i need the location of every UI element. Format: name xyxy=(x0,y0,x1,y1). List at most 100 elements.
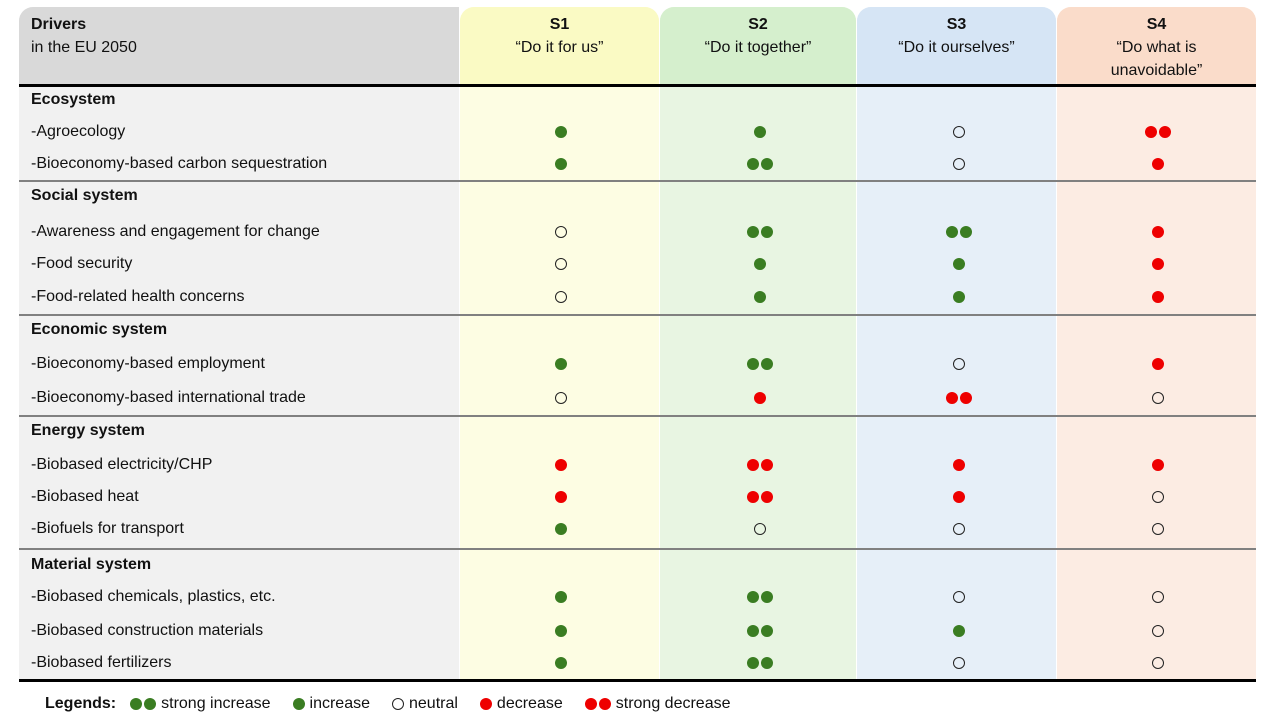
driver-label: -Awareness and engagement for change xyxy=(31,223,320,240)
impact-cell-s4 xyxy=(1128,157,1188,171)
green-dot-icon xyxy=(761,657,773,669)
impact-cell-s1 xyxy=(531,125,591,139)
impact-cell-s4 xyxy=(1128,125,1188,139)
hollow-dot-icon xyxy=(555,226,567,238)
impact-cell-s4 xyxy=(1128,458,1188,472)
impact-cell-s4 xyxy=(1128,290,1188,304)
impact-cell-s1 xyxy=(531,490,591,504)
impact-cell-s3 xyxy=(929,458,989,472)
legend-text: strong increase xyxy=(161,695,271,712)
driver-label: -Biobased construction materials xyxy=(31,622,264,639)
driver-label: -Biofuels for transport xyxy=(31,520,184,537)
green-dot-icon xyxy=(946,226,958,238)
impact-cell-s2 xyxy=(730,590,790,604)
red-dot-icon xyxy=(761,459,773,471)
green-dot-icon xyxy=(555,158,567,170)
driver-label: -Bioeconomy-based international trade xyxy=(31,389,306,406)
impact-cell-s4 xyxy=(1128,490,1188,504)
hollow-dot-icon xyxy=(1152,523,1164,535)
driver-label: -Biobased chemicals, plastics, etc. xyxy=(31,588,276,605)
driver-label: -Food security xyxy=(31,255,133,272)
red-dot-icon xyxy=(479,698,492,710)
hollow-dot-icon xyxy=(953,657,965,669)
green-dot-icon xyxy=(953,625,965,637)
impact-cell-s1 xyxy=(531,656,591,670)
impact-cell-s4 xyxy=(1128,225,1188,239)
impact-cell-s4 xyxy=(1128,656,1188,670)
red-dot-icon xyxy=(761,491,773,503)
green-dot-icon xyxy=(747,158,759,170)
impact-cell-s4 xyxy=(1128,257,1188,271)
impact-cell-s4 xyxy=(1128,590,1188,604)
driver-label: -Biobased heat xyxy=(31,488,139,505)
hollow-dot-icon xyxy=(1152,591,1164,603)
impact-cell-s3 xyxy=(929,157,989,171)
hollow-dot-icon xyxy=(1152,392,1164,404)
bottom-rule xyxy=(19,679,1256,682)
legend-text: neutral xyxy=(409,695,458,712)
impact-cell-s4 xyxy=(1128,357,1188,371)
impact-cell-s3 xyxy=(929,257,989,271)
red-dot-icon xyxy=(1152,358,1164,370)
s1-header-bg xyxy=(460,7,659,84)
drivers-header-bg xyxy=(19,7,459,84)
red-dot-icon xyxy=(1152,459,1164,471)
green-dot-icon xyxy=(144,698,157,710)
legend-decrease: decrease xyxy=(479,695,563,713)
hollow-dot-icon xyxy=(754,523,766,535)
driver-label: -Biobased fertilizers xyxy=(31,654,172,671)
s2-column-bg xyxy=(660,7,856,680)
green-dot-icon xyxy=(754,291,766,303)
impact-cell-s2 xyxy=(730,624,790,638)
impact-cell-s4 xyxy=(1128,624,1188,638)
s4-column-bg xyxy=(1057,7,1256,680)
category-heading: Social system xyxy=(31,187,138,204)
scenario-header-s3: S3 “Do it ourselves” xyxy=(857,13,1056,59)
header-rule xyxy=(19,84,1256,87)
legend-label: Legends: xyxy=(45,695,117,712)
driver-label: -Bioeconomy-based carbon sequestration xyxy=(31,155,328,172)
s3-header-bg xyxy=(857,7,1056,84)
section-divider xyxy=(19,415,1256,417)
legend-text: decrease xyxy=(496,695,563,712)
scenario-name: “Do it for us” xyxy=(515,39,604,56)
hollow-dot-icon xyxy=(555,392,567,404)
section-divider xyxy=(19,548,1256,550)
impact-cell-s1 xyxy=(531,522,591,536)
drivers-title: Drivers xyxy=(31,16,87,33)
hollow-dot-icon xyxy=(555,258,567,270)
green-dot-icon xyxy=(555,625,567,637)
hollow-dot-icon xyxy=(1152,491,1164,503)
legend-strong-decrease: strong decrease xyxy=(584,695,730,713)
impact-cell-s2 xyxy=(730,522,790,536)
green-dot-icon xyxy=(953,258,965,270)
green-dot-icon xyxy=(747,657,759,669)
s3-column-bg xyxy=(857,7,1056,680)
legend-neutral: neutral xyxy=(392,695,458,713)
scenario-id: S1 xyxy=(549,16,570,33)
impact-cell-s2 xyxy=(730,225,790,239)
hollow-dot-icon xyxy=(1152,625,1164,637)
green-dot-icon xyxy=(761,158,773,170)
green-dot-icon xyxy=(754,126,766,138)
impact-cell-s1 xyxy=(531,257,591,271)
scenario-name: “Do it ourselves” xyxy=(898,39,1015,56)
red-dot-icon xyxy=(754,392,766,404)
hollow-dot-icon xyxy=(953,158,965,170)
hollow-dot-icon xyxy=(953,126,965,138)
impact-cell-s2 xyxy=(730,290,790,304)
impact-cell-s3 xyxy=(929,624,989,638)
impact-cell-s3 xyxy=(929,490,989,504)
green-dot-icon xyxy=(960,226,972,238)
red-dot-icon xyxy=(555,459,567,471)
impact-cell-s3 xyxy=(929,225,989,239)
impact-cell-s3 xyxy=(929,125,989,139)
impact-cell-s1 xyxy=(531,225,591,239)
hollow-dot-icon xyxy=(1152,657,1164,669)
impact-cell-s2 xyxy=(730,157,790,171)
scenario-header-s4: S4 “Do what is unavoidable” xyxy=(1095,13,1218,82)
impact-cell-s3 xyxy=(929,590,989,604)
hollow-dot-icon xyxy=(555,291,567,303)
legend-strong-increase: strong increase xyxy=(130,695,271,713)
driver-label: -Bioeconomy-based employment xyxy=(31,355,265,372)
